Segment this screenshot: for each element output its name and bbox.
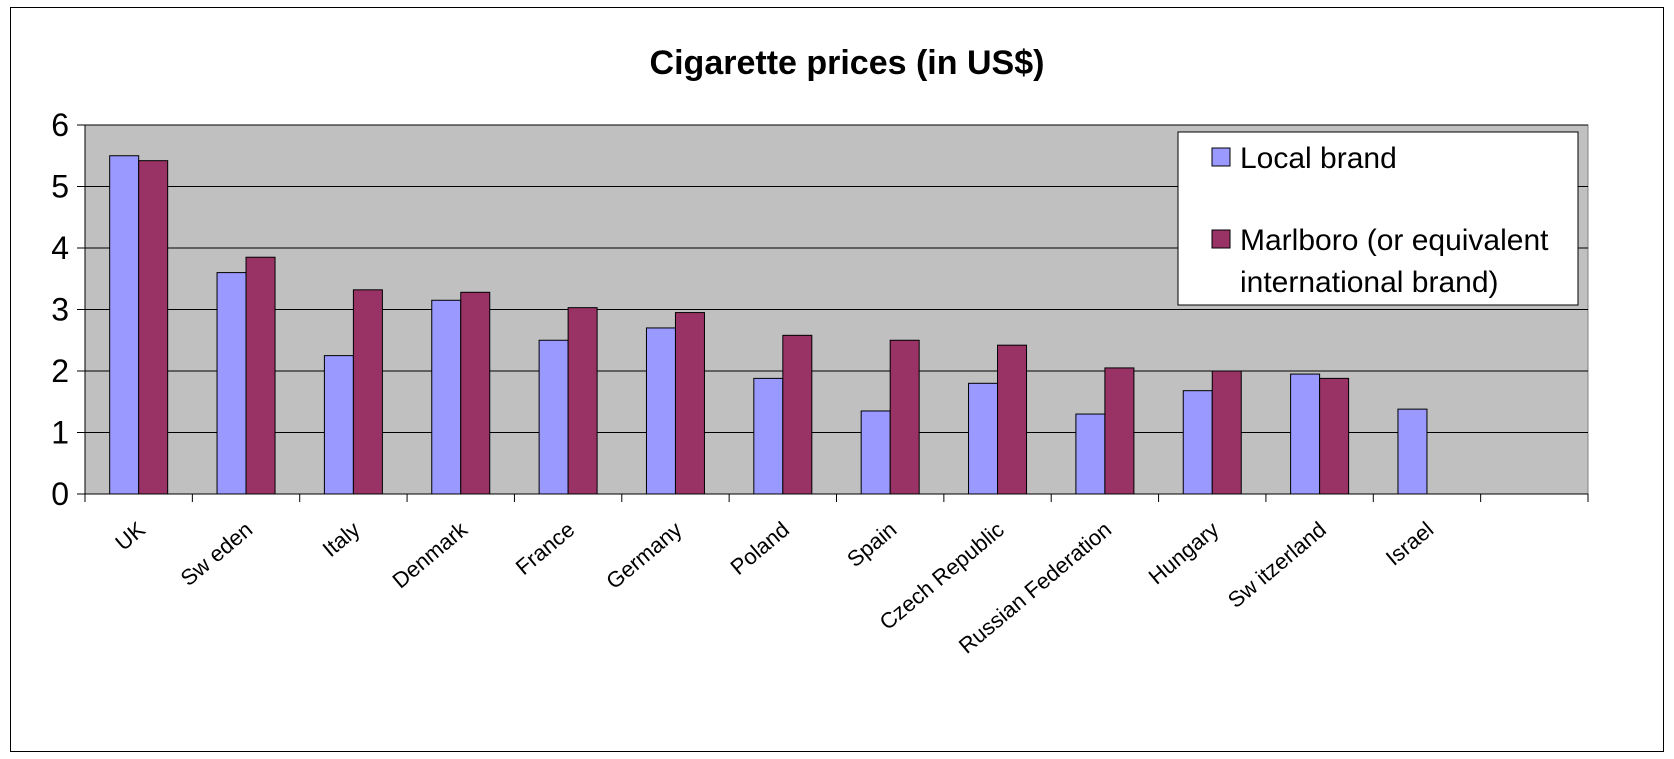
bar-local-brand	[1397, 408, 1428, 495]
x-tick-label: Israel	[1381, 517, 1438, 571]
bar-chart: Cigarette prices (in US$) 0 1 2 3 4 5 6 UK Sw ed…	[51, 44, 1589, 658]
x-tick-label: Italy	[318, 517, 365, 562]
x-tick-label: France	[511, 517, 580, 580]
x-tick-label: Sw itzerland	[1223, 517, 1331, 613]
legend-label-local: Local brand	[1240, 142, 1397, 175]
bar-marlboro	[674, 312, 705, 495]
bar-marlboro	[889, 339, 920, 495]
bar-local-brand	[1182, 390, 1213, 495]
bar-marlboro	[245, 256, 276, 495]
legend-swatch-local	[1211, 147, 1231, 167]
y-tick-label: 5	[51, 169, 69, 205]
bar-local-brand	[323, 355, 354, 495]
x-tick-label: Poland	[725, 517, 794, 580]
x-tick-label: UK	[110, 516, 150, 555]
legend-label-marlboro-line2: international brand)	[1240, 266, 1499, 299]
bar-local-brand	[109, 155, 140, 495]
bar-local-brand	[1075, 413, 1106, 495]
y-tick-label: 2	[51, 353, 69, 389]
legend-box	[1177, 131, 1579, 306]
bar-local-brand	[538, 339, 569, 495]
bar-marlboro	[1104, 367, 1135, 495]
bar-local-brand	[753, 377, 784, 495]
y-tick-label: 3	[51, 292, 69, 328]
bar-local-brand	[860, 410, 891, 495]
bar-marlboro	[460, 291, 491, 495]
y-tick-label: 1	[51, 415, 69, 451]
bar-marlboro	[567, 307, 598, 495]
x-tick-label: Denmark	[388, 516, 473, 593]
bar-marlboro	[138, 160, 169, 495]
y-tick-label: 4	[51, 230, 69, 266]
bar-local-brand	[968, 382, 999, 495]
bar-marlboro	[1319, 377, 1350, 495]
bar-local-brand	[216, 272, 247, 495]
bar-local-brand	[431, 299, 462, 495]
x-tick-label: Hungary	[1144, 517, 1224, 590]
bar-local-brand	[1290, 373, 1321, 495]
bar-marlboro	[997, 344, 1028, 495]
x-tick-label: Germany	[601, 517, 686, 594]
legend-swatch-marlboro	[1211, 229, 1231, 249]
bar-local-brand	[645, 327, 676, 495]
x-tick-label: Sw eden	[176, 517, 258, 591]
chart-frame: Cigarette prices (in US$) 0 1 2 3 4 5 6 UK Sw ed…	[10, 7, 1664, 752]
legend: Local brand Marlboro (or equivalent inte…	[1177, 131, 1579, 306]
y-tick-label: 0	[51, 476, 69, 512]
bar-marlboro	[352, 289, 383, 495]
bar-marlboro	[782, 334, 813, 495]
legend-label-marlboro-line1: Marlboro (or equivalent	[1240, 224, 1549, 257]
chart-title: Cigarette prices (in US$)	[650, 44, 1045, 82]
x-tick-label: Spain	[842, 517, 901, 572]
y-tick-label: 6	[51, 107, 69, 143]
bar-marlboro	[1211, 370, 1242, 495]
